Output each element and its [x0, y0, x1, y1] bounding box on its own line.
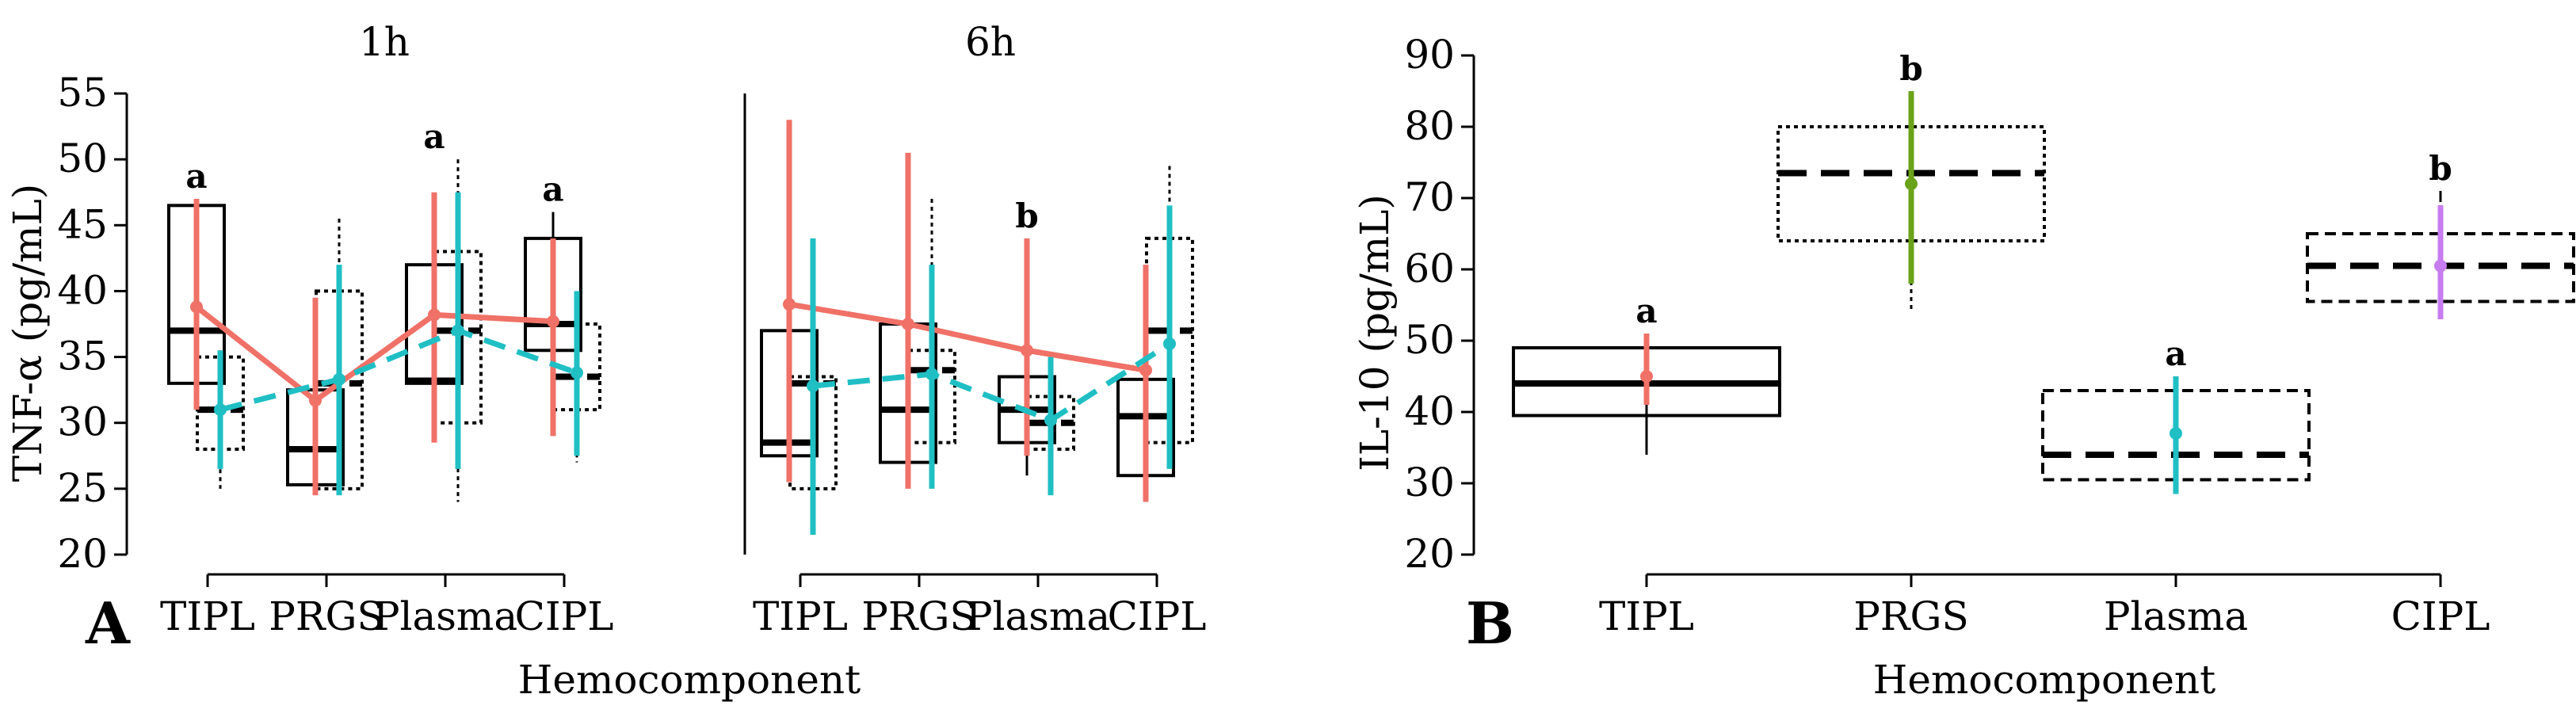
mean-point-plasma — [925, 368, 938, 381]
a-6h-x-axis-tick-label: PRGS — [861, 593, 976, 639]
a-y-axis-tick-label: 50 — [57, 135, 108, 181]
mean-point-tipl — [190, 300, 203, 314]
panel-b-label: B — [1466, 589, 1514, 657]
significance-letter: a — [542, 170, 563, 209]
b-x-axis-tick-label: TIPL — [1599, 593, 1694, 639]
b-y-axis-tick-label: 70 — [1404, 174, 1455, 220]
a-6h-x-axis-tick-label: TIPL — [753, 593, 848, 639]
mean-point-tipl — [902, 318, 914, 330]
mean-point-tipl — [309, 394, 322, 407]
significance-letter: b — [2429, 149, 2452, 188]
mean-point-plasma — [333, 372, 345, 386]
significance-letter: b — [1015, 196, 1038, 235]
b-y-axis-tick-label: 20 — [1404, 531, 1455, 577]
a-y-axis-tick-label: 35 — [57, 334, 108, 379]
b-y-axis-tick-label: 90 — [1404, 32, 1455, 78]
panel-a-ylabel: TNF-α (pg/mL) — [5, 184, 51, 482]
a-1h-x-axis-tick-label: PRGS — [269, 593, 384, 639]
mean-point-tipl — [547, 315, 559, 328]
mean-point-plasma — [1163, 337, 1176, 350]
b-y-axis-tick-label: 40 — [1404, 388, 1455, 434]
significance-letter: b — [1899, 49, 1922, 88]
b-y-axis-tick-label: 50 — [1404, 317, 1455, 363]
b-y-axis-tick-label: 60 — [1404, 246, 1455, 292]
mean-point-prgs — [1905, 177, 1918, 190]
mean-point-tipl — [1139, 364, 1152, 377]
significance-letter: a — [2165, 334, 2186, 373]
a-y-axis-tick-label: 45 — [57, 201, 108, 247]
a-y-axis-tick-label: 25 — [57, 465, 108, 511]
significance-letter: a — [423, 117, 445, 156]
a-6h-x-axis-tick-label: Plasma — [966, 593, 1110, 639]
panel-b-ylabel: IL-10 (pg/mL) — [1352, 194, 1398, 471]
series-line-tipl — [194, 304, 554, 404]
a-1h-x-axis-tick-label: Plasma — [373, 593, 517, 639]
series-line-tipl — [788, 301, 1147, 373]
b-x-axis-tick-label: CIPL — [2391, 593, 2490, 639]
series-line-plasma — [219, 327, 578, 413]
a-1h-x-axis-tick-label: TIPL — [160, 593, 255, 639]
panel-a-label: A — [85, 589, 131, 657]
panel-b: B IL-10 (pg/mL) Hemocomponent 20 30 40 50 60… — [1352, 32, 2575, 703]
series-line-plasma — [812, 341, 1171, 424]
a-1h-x-axis-tick-label: CIPL — [515, 593, 614, 639]
mean-point-tipl — [1021, 344, 1033, 357]
facet-title-1h: 1h — [359, 19, 410, 65]
panel-a: A TNF-α (pg/mL) Hemocomponent 1h 6h 20 25… — [5, 19, 1206, 703]
mean-point-plasma — [1044, 414, 1057, 427]
mean-point-tipl — [783, 298, 796, 311]
mean-point-tipl — [1640, 370, 1653, 383]
significance-letter: a — [185, 157, 207, 196]
a-y-axis-tick-label: 55 — [57, 70, 108, 116]
a-y-axis-tick-label: 40 — [57, 267, 108, 313]
a-y-axis-tick-label: 30 — [57, 399, 108, 445]
b-x-axis-tick-label: PRGS — [1853, 593, 1968, 639]
mean-point-plasma — [571, 366, 583, 379]
panel-a-xlabel: Hemocomponent — [518, 657, 861, 703]
mean-point-plasma — [452, 324, 464, 338]
panel-b-y-axis: 20 30 40 50 60 70 80 90 — [1404, 32, 1475, 577]
panel-a-y-axis: 20 25 30 35 40 45 50 55 — [57, 70, 128, 577]
b-x-axis-tick-label: Plasma — [2104, 593, 2248, 639]
box-body — [552, 322, 601, 412]
mean-point-tipl — [428, 308, 441, 322]
a-6h-x-axis-tick-label: CIPL — [1108, 593, 1207, 639]
b-y-axis-tick-label: 30 — [1404, 460, 1455, 505]
panel-b-xlabel: Hemocomponent — [1873, 657, 2215, 703]
significance-letter: a — [1635, 292, 1657, 330]
panel-b-plot: TIPL PRGS Plasma CIPL a b a b — [1512, 49, 2575, 639]
mean-point-plasma — [807, 379, 819, 393]
a-y-axis-tick-label: 20 — [57, 531, 108, 577]
b-y-axis-tick-label: 80 — [1404, 103, 1455, 149]
mean-point-cipl — [2434, 259, 2447, 273]
mean-point-plasma — [214, 403, 227, 417]
mean-point-plasma — [2170, 427, 2182, 440]
facet-title-6h: 6h — [965, 19, 1016, 65]
